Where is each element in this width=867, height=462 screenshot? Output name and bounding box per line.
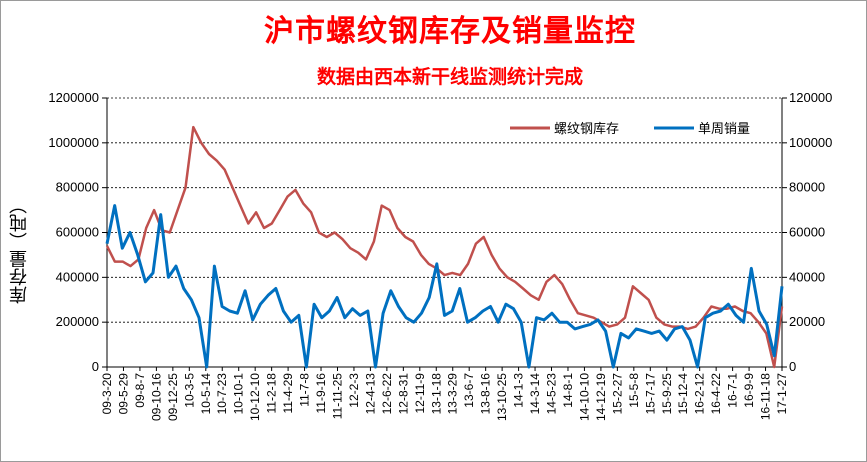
series-line [105, 204, 784, 369]
right-tick-label: 60000 [789, 225, 825, 240]
x-tick-label: 16-4-22 [709, 373, 723, 415]
x-tick-label: 10-5-14 [199, 373, 213, 415]
x-tick-label: 12-2-3 [347, 373, 361, 408]
legend-label: 单周销量 [698, 122, 750, 137]
x-tick-label: 15-9-25 [660, 373, 674, 415]
x-tick-label: 11-7-8 [298, 373, 312, 407]
x-tick-label: 11-9-16 [314, 373, 328, 414]
right-tick-label: 40000 [789, 269, 825, 284]
right-tick-label: 100000 [789, 135, 832, 150]
left-tick-label: 1000000 [48, 135, 99, 150]
x-tick-label: 12-6-22 [380, 373, 394, 415]
x-tick-label: 16-11-18 [759, 373, 773, 420]
x-tick-label: 09-12-25 [166, 373, 180, 421]
x-tick-label: 09-8-7 [133, 373, 147, 408]
x-tick-label: 10-10-1 [232, 373, 246, 415]
x-tick-label: 16-7-1 [726, 373, 740, 408]
x-tick-label: 13-8-16 [479, 373, 493, 415]
right-tick-label: 80000 [789, 180, 825, 195]
x-tick-label: 09-3-20 [100, 373, 114, 415]
legend-label: 螺纹钢库存 [554, 121, 619, 137]
x-tick-label: 11-4-29 [281, 373, 295, 414]
x-tick-label: 14-10-10 [577, 373, 591, 421]
x-tick-label: 12-8-31 [396, 373, 410, 415]
x-tick-label: 12-11-9 [413, 373, 427, 414]
left-tick-label: 1200000 [48, 90, 99, 105]
x-tick-label: 14-1-3 [512, 373, 526, 408]
x-tick-label: 10-7-23 [215, 373, 229, 415]
x-tick-label: 11-11-25 [330, 373, 344, 420]
x-tick-label: 11-2-18 [265, 373, 279, 414]
x-tick-label: 16-9-9 [742, 373, 756, 408]
x-tick-label: 10-12-10 [248, 373, 262, 421]
left-tick-label: 400000 [56, 269, 99, 284]
x-tick-label: 09-5-29 [116, 373, 130, 415]
x-tick-label: 15-7-17 [643, 373, 657, 415]
left-tick-label: 600000 [56, 225, 99, 240]
x-tick-label: 13-10-25 [495, 373, 509, 421]
x-tick-label: 14-5-23 [545, 373, 559, 415]
right-tick-label: 0 [789, 359, 796, 374]
x-tick-label: 15-5-8 [627, 373, 641, 408]
x-tick-label: 12-4-13 [363, 373, 377, 415]
left-tick-label: 0 [92, 359, 99, 374]
x-tick-label: 17-1-27 [775, 373, 789, 415]
x-tick-label: 15-12-4 [676, 373, 690, 415]
left-tick-label: 800000 [56, 180, 99, 195]
x-tick-label: 10-3-5 [182, 373, 196, 408]
chart-title: 沪市螺纹钢库存及销量监控 [264, 14, 636, 49]
left-tick-label: 200000 [56, 314, 99, 329]
x-tick-label: 13-3-29 [446, 373, 460, 415]
x-tick-label: 09-10-16 [149, 373, 163, 421]
x-tick-label: 14-3-14 [528, 373, 542, 415]
x-tick-label: 13-6-7 [462, 373, 476, 408]
x-tick-label: 16-2-12 [693, 373, 707, 415]
x-tick-label: 15-2-27 [610, 373, 624, 415]
chart-subtitle: 数据由西本新干线监测统计完成 [316, 66, 583, 88]
series-line [105, 125, 784, 369]
x-tick-label: 14-8-1 [561, 373, 575, 408]
right-tick-label: 20000 [789, 314, 825, 329]
x-tick-label: 13-1-18 [429, 373, 443, 415]
right-tick-label: 120000 [789, 90, 832, 105]
x-tick-label: 14-12-19 [594, 373, 608, 421]
